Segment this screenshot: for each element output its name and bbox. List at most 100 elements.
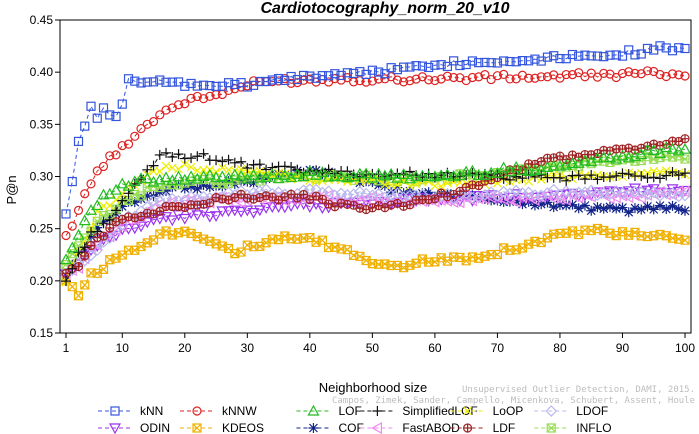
legend-marker	[463, 406, 473, 416]
data-point	[679, 189, 691, 202]
data-point	[680, 71, 690, 81]
data-point	[385, 167, 398, 179]
legend-item-ODIN: ODIN	[98, 421, 170, 434]
data-point	[92, 216, 102, 226]
legend-marker	[192, 406, 202, 416]
data-point	[354, 186, 366, 198]
data-point	[80, 251, 90, 261]
data-point	[642, 152, 653, 162]
data-point	[424, 75, 434, 85]
data-point	[549, 51, 559, 61]
data-point	[467, 72, 478, 83]
data-point	[130, 76, 140, 86]
data-point	[80, 121, 90, 131]
data-point	[611, 72, 621, 83]
legend-marker	[192, 423, 202, 433]
data-point	[436, 60, 446, 70]
data-point	[349, 68, 359, 79]
data-point	[192, 81, 202, 91]
data-point	[579, 200, 590, 211]
data-point	[192, 183, 203, 194]
data-point	[198, 180, 209, 191]
data-point	[573, 170, 584, 181]
data-point	[667, 200, 678, 211]
data-point	[186, 162, 196, 172]
data-point	[248, 178, 259, 189]
data-point	[216, 206, 229, 218]
data-point	[604, 201, 615, 212]
data-point	[474, 181, 484, 191]
data-point	[642, 43, 653, 54]
data-point	[198, 94, 209, 104]
data-point	[179, 183, 190, 194]
data-point	[460, 165, 473, 177]
data-point	[73, 261, 84, 272]
legend-label: kNNW	[222, 404, 257, 418]
data-point	[67, 282, 77, 292]
data-point	[161, 180, 171, 190]
data-point	[674, 151, 684, 161]
data-point	[129, 197, 140, 208]
data-point	[417, 61, 427, 71]
data-point	[673, 203, 684, 214]
data-point	[380, 69, 390, 79]
data-point	[204, 181, 215, 192]
data-point	[341, 171, 354, 183]
data-point	[461, 191, 472, 202]
data-point	[205, 91, 215, 101]
x-tick-label: 20	[178, 341, 192, 355]
data-point	[630, 50, 640, 60]
data-point	[386, 63, 396, 73]
data-point	[386, 187, 397, 198]
data-point	[672, 185, 684, 198]
data-point	[598, 203, 609, 214]
data-point	[516, 191, 528, 204]
legend-item-LDOF: LDOF	[534, 404, 608, 418]
data-point	[623, 169, 634, 180]
data-point	[585, 184, 598, 197]
legend-item-LOF: LOF	[296, 404, 362, 418]
data-point	[411, 177, 421, 187]
data-point	[211, 155, 222, 166]
data-point	[405, 76, 415, 86]
data-point	[573, 203, 584, 214]
data-point	[267, 75, 277, 85]
data-point	[211, 81, 221, 92]
data-point	[117, 140, 127, 151]
data-point	[198, 80, 209, 90]
data-point	[123, 74, 134, 84]
data-point	[567, 70, 578, 80]
data-point	[435, 169, 448, 181]
data-point	[653, 185, 665, 198]
data-point	[73, 241, 84, 251]
data-point	[467, 56, 478, 66]
data-point	[528, 194, 540, 207]
data-point	[617, 51, 628, 61]
data-point	[630, 156, 640, 166]
data-point	[510, 160, 523, 172]
data-point	[642, 201, 653, 212]
legend-item-LDF: LDF	[450, 421, 515, 434]
data-point	[617, 202, 628, 213]
data-point	[198, 174, 209, 185]
data-point	[678, 142, 692, 154]
data-point	[273, 73, 284, 84]
y-tick-label: 0.20	[30, 274, 54, 288]
data-point	[416, 169, 429, 181]
data-point	[624, 45, 634, 55]
data-point	[353, 167, 366, 179]
data-point	[661, 43, 671, 53]
data-point	[342, 68, 352, 78]
legend-item-kNN: kNN	[98, 404, 163, 418]
data-point	[474, 72, 484, 82]
data-point	[255, 166, 265, 176]
series-LDF	[61, 134, 690, 278]
data-point	[91, 199, 104, 211]
data-point	[629, 203, 640, 214]
data-point	[561, 162, 571, 172]
data-point	[548, 202, 559, 213]
data-point	[92, 113, 102, 123]
data-point	[597, 151, 610, 163]
data-point	[511, 171, 522, 182]
data-point	[486, 58, 496, 68]
